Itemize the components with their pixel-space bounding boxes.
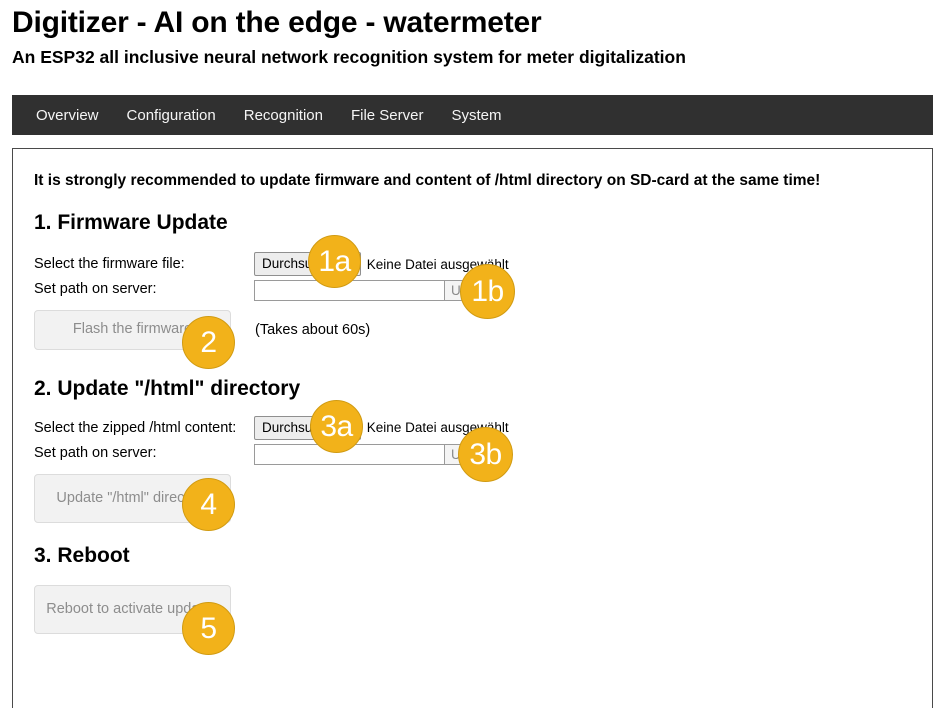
annotation-marker-2: 2 [182, 316, 235, 369]
annotation-marker-5: 5 [182, 602, 235, 655]
annotation-marker-1a: 1a [308, 235, 361, 288]
section-title-html-update: 2. Update "/html" directory [34, 376, 301, 400]
nav-item-system[interactable]: System [451, 106, 502, 124]
html-file-label: Select the zipped /html content: [34, 419, 237, 436]
html-path-label: Set path on server: [34, 444, 157, 461]
page-title: Digitizer - AI on the edge - watermeter [12, 6, 542, 39]
annotation-marker-1b: 1b [460, 264, 515, 319]
nav-item-overview[interactable]: Overview [36, 106, 99, 124]
nav-item-recognition[interactable]: Recognition [243, 106, 323, 124]
section-title-reboot: 3. Reboot [34, 544, 130, 568]
warning-message: It is strongly recommended to update fir… [34, 172, 821, 189]
firmware-action-row: Flash the firmware (Takes about 60s) [34, 310, 912, 350]
annotation-marker-3b: 3b [458, 427, 513, 482]
firmware-upload-row: Upload [254, 280, 912, 302]
nav-item-configuration[interactable]: Configuration [126, 106, 216, 124]
firmware-duration-hint: (Takes about 60s) [255, 321, 371, 338]
section-title-firmware-update: 1. Firmware Update [34, 210, 228, 234]
annotation-marker-3a: 3a [310, 400, 363, 453]
firmware-file-label: Select the firmware file: [34, 256, 185, 273]
html-action-row: Update "/html" directory [34, 473, 912, 524]
content-card: It is strongly recommended to update fir… [12, 148, 933, 708]
page-header: Digitizer - AI on the edge - watermeter … [0, 0, 947, 68]
nav-item-file-server[interactable]: File Server [350, 106, 424, 124]
firmware-path-label: Set path on server: [34, 281, 157, 298]
firmware-path-input[interactable] [254, 280, 444, 302]
page-subtitle: An ESP32 all inclusive neural network re… [12, 46, 686, 67]
annotation-marker-4: 4 [182, 478, 235, 531]
main-navigation: Overview Configuration Recognition File … [12, 95, 933, 135]
reboot-action-row: Reboot to activate updates [34, 584, 912, 635]
